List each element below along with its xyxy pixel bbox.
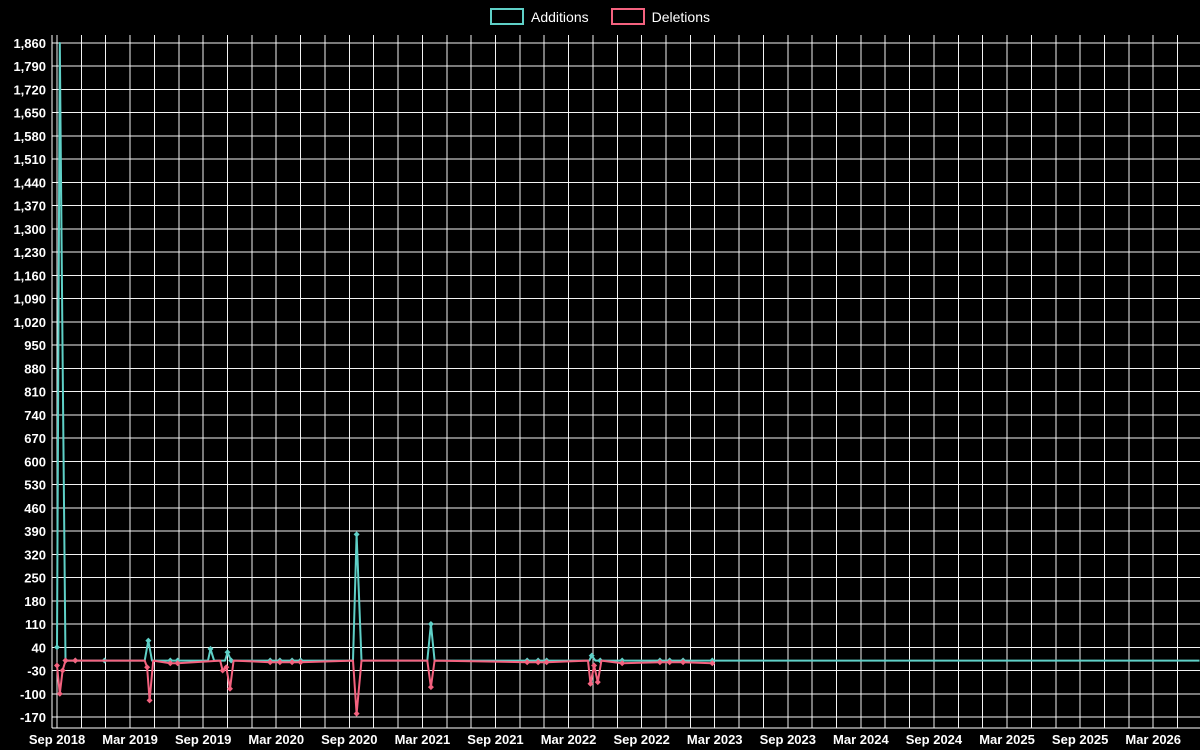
x-tick-label: Mar 2024 — [833, 732, 889, 747]
y-tick-label: 110 — [25, 617, 46, 632]
legend-item-additions[interactable]: Additions — [490, 8, 589, 25]
y-tick-label: 1,300 — [13, 222, 46, 237]
y-tick-label: 320 — [24, 547, 46, 562]
deletions-marker-icon — [62, 657, 69, 664]
deletions-marker-icon — [72, 657, 79, 664]
deletions-marker-icon — [619, 660, 626, 667]
y-tick-label: 1,580 — [13, 129, 46, 144]
x-tick-label: Mar 2026 — [1125, 732, 1181, 747]
x-tick-label: Sep 2025 — [1052, 732, 1108, 747]
legend-label-deletions: Deletions — [651, 8, 710, 25]
x-tick-label: Sep 2018 — [29, 732, 85, 747]
additions-marker-icon — [588, 652, 595, 659]
deletions-marker-icon — [297, 659, 304, 666]
deletions-marker-icon — [427, 684, 434, 691]
y-tick-label: 1,790 — [13, 59, 46, 74]
deletions-marker-icon — [174, 660, 181, 667]
deletions-line — [56, 659, 713, 715]
deletions-marker-icon — [56, 690, 63, 697]
deletions-marker-icon — [144, 664, 151, 671]
deletions-marker-icon — [353, 710, 360, 717]
x-tick-label: Sep 2024 — [906, 732, 963, 747]
x-tick-label: Sep 2019 — [175, 732, 231, 747]
deletions-marker-icon — [146, 697, 153, 704]
deletions-marker-icon — [594, 679, 601, 686]
y-tick-label: 950 — [24, 338, 46, 353]
x-tick-label: Mar 2022 — [541, 732, 597, 747]
deletions-marker-icon — [666, 659, 673, 666]
deletions-marker-icon — [276, 659, 283, 666]
y-tick-label: 1,720 — [13, 82, 46, 97]
x-tick-label: Mar 2023 — [687, 732, 743, 747]
deletions-series — [54, 657, 716, 717]
deletions-marker-icon — [226, 685, 233, 692]
deletions-marker-icon — [591, 662, 598, 669]
deletions-marker-icon — [219, 667, 226, 674]
y-tick-label: 1,650 — [13, 106, 46, 121]
x-tick-label: Sep 2023 — [760, 732, 816, 747]
y-tick-label: 390 — [24, 524, 46, 539]
additions-marker-icon — [353, 531, 360, 538]
y-tick-label: 180 — [24, 594, 46, 609]
y-tick-label: 40 — [32, 640, 46, 655]
x-tick-label: Sep 2020 — [321, 732, 377, 747]
y-tick-label: -100 — [20, 687, 46, 702]
x-tick-label: Mar 2019 — [102, 732, 158, 747]
x-axis-labels: Sep 2018 Mar 2019 Sep 2019 Mar 2020 Sep 2020… — [29, 732, 1181, 747]
y-tick-label: 1,860 — [13, 36, 46, 51]
additions-swatch-icon — [490, 8, 525, 25]
y-axis-labels: -170 -100 -30 40 110 180 250 320 390 460 530 600 670… — [13, 36, 46, 725]
y-tick-label: -170 — [20, 710, 46, 725]
y-tick-label: 1,090 — [13, 292, 46, 307]
legend-label-additions: Additions — [531, 8, 589, 25]
additions-marker-icon — [207, 645, 214, 652]
x-tick-label: Mar 2025 — [979, 732, 1035, 747]
y-tick-label: 1,370 — [13, 199, 46, 214]
deletions-marker-icon — [543, 659, 550, 666]
additions-marker-icon — [54, 644, 60, 651]
x-tick-label: Mar 2021 — [395, 732, 451, 747]
y-tick-label: 1,510 — [13, 152, 46, 167]
deletions-marker-icon — [54, 662, 60, 669]
y-tick-label: 1,020 — [13, 315, 46, 330]
deletions-marker-icon — [587, 680, 594, 687]
x-tick-label: Sep 2022 — [613, 732, 669, 747]
y-tick-label: 740 — [24, 408, 46, 423]
gridlines — [52, 35, 1200, 728]
deletions-marker-icon — [709, 660, 716, 667]
additions-marker-icon — [427, 621, 434, 628]
y-tick-label: 670 — [24, 431, 46, 446]
y-tick-label: 810 — [24, 385, 46, 400]
deletions-marker-icon — [223, 664, 230, 671]
y-tick-label: 250 — [24, 571, 46, 586]
deletions-marker-icon — [680, 659, 687, 666]
x-tick-label: Sep 2021 — [467, 732, 523, 747]
chart-legend: Additions Deletions — [0, 8, 1200, 25]
axes — [51, 35, 1200, 729]
deletions-swatch-icon — [610, 8, 645, 25]
y-tick-label: 600 — [24, 454, 46, 469]
deletions-marker-icon — [524, 659, 531, 666]
y-tick-label: 1,230 — [13, 245, 46, 260]
additions-marker-icon — [145, 637, 152, 644]
x-tick-label: Mar 2020 — [248, 732, 304, 747]
y-tick-label: 1,160 — [13, 268, 46, 283]
y-tick-label: 530 — [24, 478, 46, 493]
deletions-marker-icon — [535, 659, 542, 666]
deletions-marker-icon — [267, 659, 274, 666]
y-tick-label: 460 — [24, 501, 46, 516]
y-tick-label: 880 — [24, 361, 46, 376]
deletions-marker-icon — [289, 659, 296, 666]
deletions-marker-icon — [59, 667, 66, 674]
deletions-marker-icon — [656, 659, 663, 666]
deletions-marker-icon — [167, 660, 174, 667]
legend-item-deletions[interactable]: Deletions — [610, 8, 710, 25]
y-tick-label: 1,440 — [13, 175, 46, 190]
additions-marker-icon — [224, 649, 231, 656]
y-tick-label: -30 — [27, 664, 46, 679]
